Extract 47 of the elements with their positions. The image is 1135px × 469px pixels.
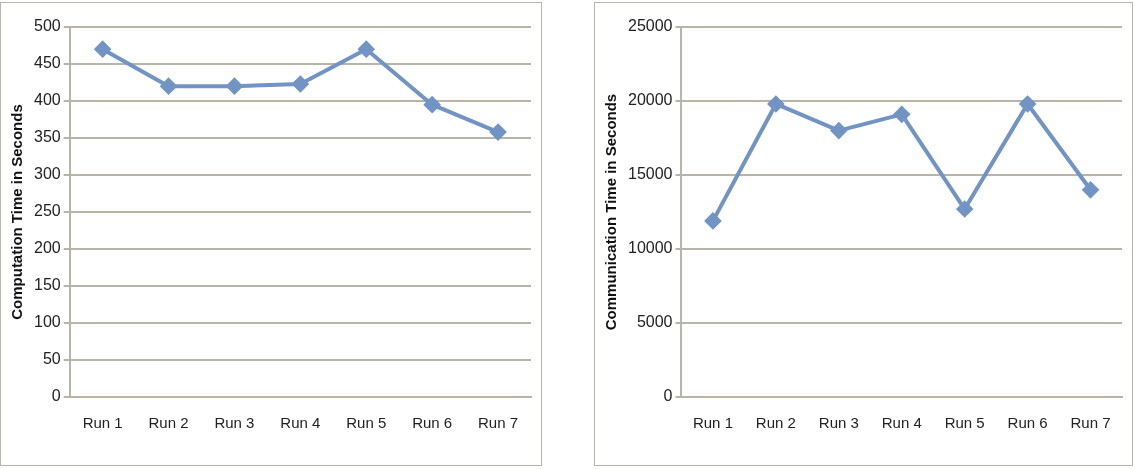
x-tick-label: Run 4: [881, 414, 922, 432]
y-tick-label: 250: [33, 202, 61, 220]
x-tick-label: Run 5: [944, 414, 985, 432]
point: [956, 201, 973, 218]
y-tick-label: 0: [663, 387, 673, 405]
x-tick-label: Run 3: [214, 414, 255, 432]
y-tick-label: 100: [33, 313, 61, 331]
y-axis-title: Computation Time in Seconds: [8, 104, 26, 320]
point: [704, 212, 721, 229]
y-tick-label: 150: [33, 276, 61, 294]
point: [1082, 181, 1099, 198]
x-tick-label: Run 2: [755, 414, 796, 432]
y-axis-title: Communication Time in Seconds: [602, 93, 620, 331]
point: [424, 96, 441, 113]
y-tick-label: 350: [33, 128, 61, 146]
point: [292, 75, 309, 92]
x-tick-label: Run 5: [346, 414, 387, 432]
point: [94, 41, 111, 58]
y-tick-label: 450: [33, 54, 61, 72]
y-tick-label: 50: [42, 350, 61, 368]
x-tick-label: Run 6: [412, 414, 453, 432]
y-tick-label: 15000: [627, 165, 673, 183]
x-tick-label: Run 1: [82, 414, 123, 432]
x-tick-label: Run 4: [280, 414, 321, 432]
x-tick-label: Run 2: [148, 414, 189, 432]
x-tick-label: Run 7: [478, 414, 519, 432]
point: [226, 78, 243, 95]
x-tick-label: Run 6: [1007, 414, 1048, 432]
point: [830, 122, 847, 139]
y-tick-label: 200: [33, 239, 61, 257]
y-tick-label: 5000: [636, 313, 673, 331]
y-tick-label: 10000: [627, 239, 673, 257]
x-tick-label: Run 1: [692, 414, 733, 432]
point: [893, 106, 910, 123]
point: [767, 95, 784, 112]
y-tick-label: 25000: [627, 17, 673, 35]
y-tick-label: 0: [51, 387, 61, 405]
y-tick-label: 20000: [627, 91, 673, 109]
x-tick-label: Run 7: [1070, 414, 1111, 432]
y-tick-label: 500: [33, 17, 61, 35]
y-tick-label: 300: [33, 165, 61, 183]
point: [358, 41, 375, 58]
point: [160, 78, 177, 95]
point: [490, 124, 507, 141]
x-tick-label: Run 3: [818, 414, 859, 432]
y-tick-label: 400: [33, 91, 61, 109]
point: [1019, 95, 1036, 112]
